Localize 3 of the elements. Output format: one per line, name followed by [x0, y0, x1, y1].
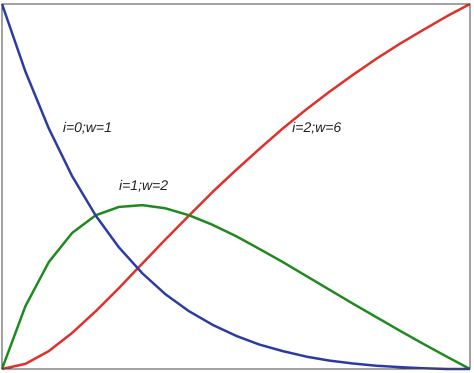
series-label: i=1;w=2	[119, 177, 168, 194]
series-label: i=2;w=6	[292, 118, 342, 135]
series-label: i=0;w=1	[62, 118, 112, 135]
